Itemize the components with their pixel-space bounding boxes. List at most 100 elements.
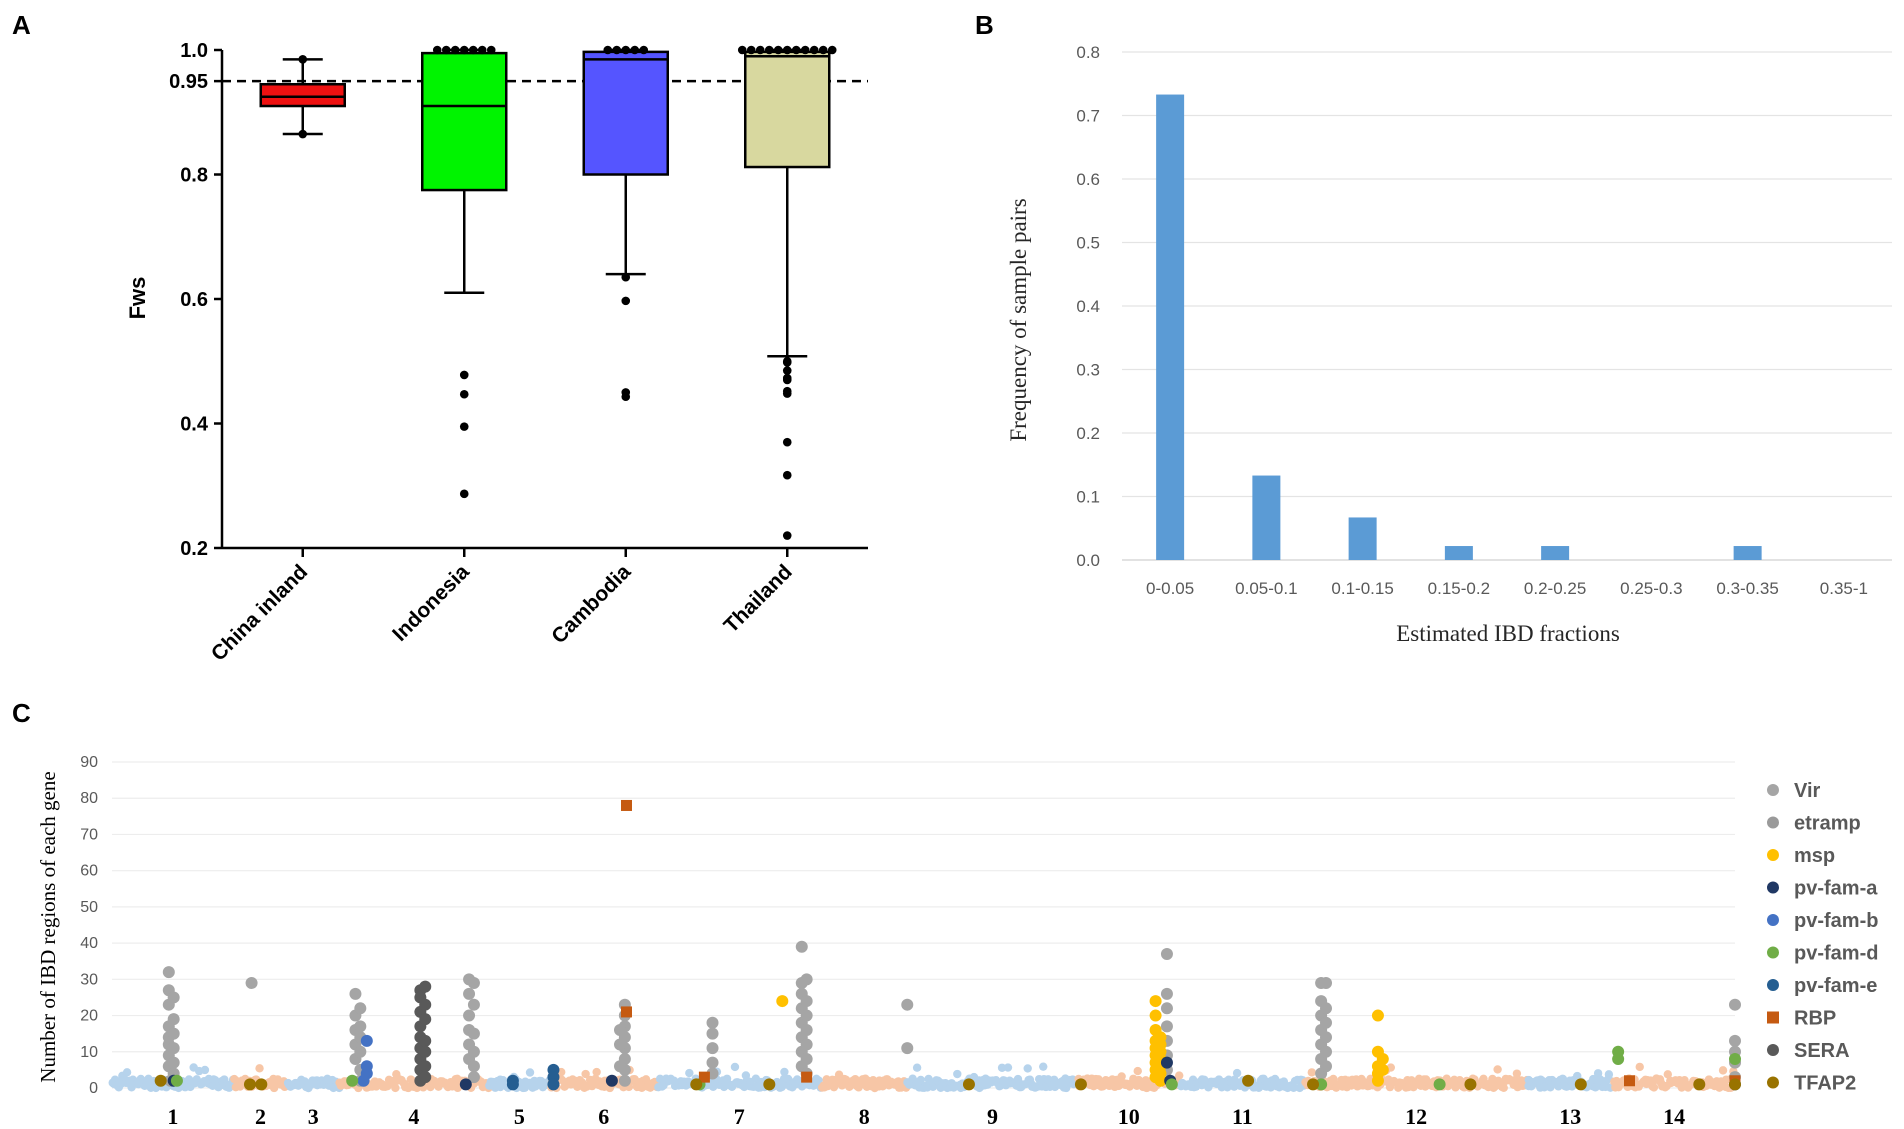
box-outlier	[459, 489, 469, 499]
point-vir	[1320, 1045, 1333, 1058]
background-gene-dot	[1493, 1065, 1502, 1074]
panel-b-y-tick-label: 0.4	[1076, 297, 1100, 316]
panel-a-y-tick-label: 0.6	[180, 289, 208, 311]
box-outlier	[486, 45, 496, 55]
background-gene-dot	[1023, 1064, 1032, 1073]
panel-b-bar-chart: 0.0 0.1 0.2 0.3 0.4 0.5 0.6 0.7 0.8 0-0.05 0.05-0…	[1006, 43, 1892, 646]
point-tfap2	[763, 1078, 776, 1091]
box-outlier	[298, 55, 308, 64]
panel-c-y-axis-title: Number of IBD regions of each gene	[36, 771, 60, 1082]
background-gene-dot	[1649, 1083, 1659, 1092]
box-outlier	[612, 45, 622, 55]
box-cambodia	[582, 45, 669, 402]
point-vir	[354, 1020, 367, 1033]
point-vir	[1320, 1002, 1333, 1015]
panel-b-x-tick-label: 0.2-0.25	[1524, 579, 1586, 598]
point-tfap2	[1074, 1078, 1087, 1091]
legend-swatch-tfap2	[1767, 1076, 1779, 1089]
panel-label-b: B	[975, 10, 994, 40]
point-sera	[419, 1071, 432, 1084]
panel-a-y-tick-label: 1.0	[180, 40, 208, 62]
panel-c-y-tick-label: 30	[80, 971, 98, 988]
legend-swatch-pv-fam-e	[1767, 979, 1779, 991]
chromosome-label: 9	[987, 1104, 998, 1129]
background-gene-dot	[1174, 1071, 1184, 1080]
legend-label-pv-fam-b: pv-fam-b	[1794, 910, 1878, 932]
box-outlier	[782, 45, 792, 55]
background-gene-dot	[953, 1069, 962, 1079]
background-gene-dot	[916, 1075, 925, 1085]
point-tfap2	[1574, 1078, 1587, 1091]
point-vir	[795, 940, 808, 953]
point-pv-fam-d	[170, 1074, 183, 1087]
legend-swatch-msp	[1767, 849, 1779, 861]
box-outlier	[809, 45, 819, 55]
box-iqr	[582, 50, 669, 176]
panel-c-y-tick-label: 20	[80, 1008, 98, 1025]
background-gene-dot	[1039, 1062, 1048, 1071]
panel-b-y-tick-label: 0.8	[1076, 43, 1100, 62]
panel-a-y-axis-title: Fws	[125, 277, 150, 320]
background-gene-dot	[1133, 1066, 1142, 1076]
series-pv-fam-b	[357, 1034, 373, 1087]
background-gene-dot	[1635, 1062, 1644, 1072]
point-tfap2	[154, 1074, 167, 1087]
panel-b-x-tick-label: 0-0.05	[1146, 579, 1194, 598]
chromosome-label: 4	[408, 1104, 419, 1129]
point-vir	[467, 976, 480, 989]
point-pv-fam-a	[459, 1078, 472, 1091]
point-msp	[776, 995, 789, 1008]
point-vir	[167, 1027, 180, 1040]
point-vir	[463, 1009, 476, 1022]
legend-label-pv-fam-a: pv-fam-a	[1794, 878, 1878, 900]
chromosome-label: 2	[255, 1104, 266, 1129]
panel-label-c: C	[12, 698, 31, 728]
bar-0-1-0-15	[1348, 517, 1377, 560]
chromosome-label: 1	[167, 1104, 178, 1129]
box-outlier	[621, 272, 631, 282]
chromosome-label: 8	[859, 1104, 870, 1129]
chromosome-label: 11	[1232, 1104, 1253, 1129]
series-msp	[776, 995, 1389, 1087]
legend-label-tfap2: TFAP2	[1794, 1073, 1856, 1095]
chromosome-label: 13	[1559, 1104, 1581, 1129]
box-outlier	[639, 45, 649, 55]
panel-b-x-tick-label: 0.35-1	[1820, 579, 1868, 598]
box-outlier	[298, 129, 308, 139]
point-vir	[467, 1027, 480, 1040]
point-vir	[167, 1013, 180, 1026]
point-vir	[162, 966, 175, 979]
box-outlier	[782, 356, 792, 366]
point-msp	[1149, 1009, 1162, 1022]
box-iqr	[744, 50, 831, 169]
panel-c-y-tick-label: 40	[80, 935, 98, 952]
point-vir	[706, 1056, 719, 1069]
box-outlier	[459, 45, 469, 55]
box-outlier	[782, 386, 792, 396]
panel-c-y-tick-label: 90	[80, 754, 98, 771]
box-outlier	[800, 45, 810, 55]
panel-b-x-axis-title: Estimated IBD fractions	[1396, 621, 1620, 646]
point-vir	[349, 987, 362, 1000]
background-gene-dot	[1554, 1082, 1563, 1091]
panel-b-x-tick-label: 0.1-0.15	[1331, 579, 1393, 598]
point-vir	[1320, 1016, 1333, 1029]
bar-0-3-0-35	[1733, 546, 1762, 560]
point-vir	[167, 1056, 180, 1069]
bar-0-05-0-1	[1252, 475, 1281, 560]
background-gene-dot	[730, 1062, 740, 1072]
point-vir	[800, 995, 813, 1008]
point-vir	[901, 1042, 914, 1055]
legend-label-etramp: etramp	[1794, 813, 1861, 835]
panel-a-y-tick-label: 0.2	[180, 538, 208, 560]
box-outlier	[782, 366, 792, 375]
background-gene-dot	[255, 1064, 264, 1073]
panel-c-y-tick-label: 80	[80, 790, 98, 807]
point-rbp	[620, 799, 632, 811]
point-pv-fam-d	[346, 1074, 359, 1087]
point-tfap2	[1464, 1078, 1477, 1091]
panel-b-x-tick-label: 0.05-0.1	[1235, 579, 1297, 598]
background-gene-dot	[851, 1074, 860, 1084]
point-vir	[167, 991, 180, 1004]
